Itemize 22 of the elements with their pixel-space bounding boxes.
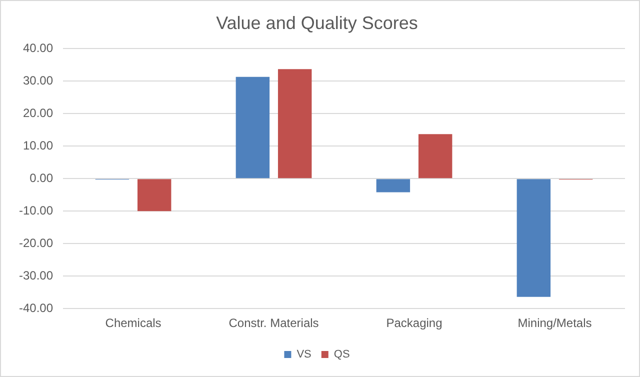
y-tick-label: 0.00: [30, 170, 54, 185]
y-tick-label: 10.00: [22, 138, 54, 152]
bar: [278, 69, 312, 178]
y-tick-label: -40.00: [18, 300, 54, 315]
y-tick-label: 30.00: [22, 73, 54, 88]
y-tick-label: -30.00: [18, 268, 54, 282]
y-tick-label: 40.00: [22, 40, 54, 55]
bar: [516, 179, 551, 297]
bar: [376, 179, 410, 192]
bar: [236, 76, 270, 178]
x-tick-label: Packaging: [386, 316, 442, 330]
y-tick-label: 20.00: [22, 106, 54, 120]
x-tick-label: Constr. Materials: [228, 316, 319, 330]
bar: [418, 134, 452, 178]
y-tick-label: -10.00: [18, 203, 54, 218]
legend-label: VS: [296, 348, 312, 361]
y-tick-label: -20.00: [18, 236, 54, 250]
bar: [137, 179, 172, 212]
legend-label: QS: [334, 348, 350, 361]
x-tick-label: Chemicals: [105, 316, 162, 330]
chart-title: Value and Quality Scores: [216, 12, 418, 33]
x-tick-label: Mining/Metals: [518, 316, 592, 330]
